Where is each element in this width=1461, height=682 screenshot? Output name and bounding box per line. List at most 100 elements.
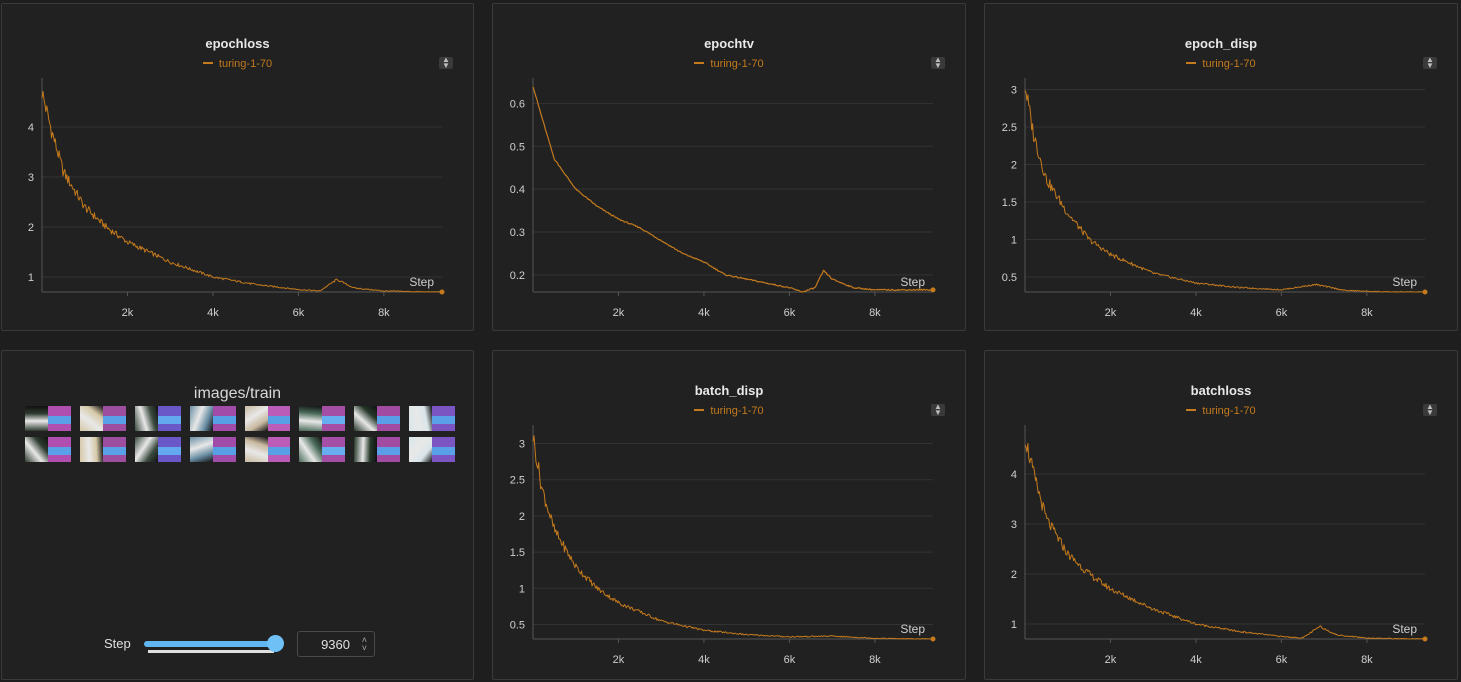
step-slider-track[interactable] [144, 641, 276, 647]
chart-svg: 0.2 0.3 0.4 0.5 0.6 2k 4k 6k 8k Step [510, 78, 936, 319]
x-tick-label: 8k [1361, 654, 1373, 666]
thumbnail-disp-band [377, 416, 401, 424]
legend-label: turing-1-70 [218, 58, 273, 70]
x-axis-label: Step [1392, 622, 1417, 636]
image-thumbnail[interactable] [354, 406, 401, 431]
x-tick-label: 8k [869, 654, 881, 666]
chart-card-epoch-disp[interactable]: epoch_disp turing-1-70 ▲ ▼ 0.5 1 1.5 2 2.5 3 2k… [984, 3, 1458, 331]
sort-toggle-icon[interactable]: ▲ ▼ [1423, 403, 1437, 417]
x-axis-label: Step [900, 275, 925, 289]
thumbnail-rgb-half [299, 437, 323, 462]
x-tick-label: 6k [293, 307, 305, 319]
chart-card-batchloss[interactable]: batchloss turing-1-70 ▲ ▼ 1 2 3 4 2k 4k 6k 8k Ste… [984, 350, 1458, 680]
sort-toggle-icon[interactable]: ▲ ▼ [439, 56, 453, 70]
series-end-point [1422, 636, 1428, 642]
y-tick-label: 2 [28, 222, 34, 234]
step-slider-handle[interactable] [267, 635, 284, 652]
image-thumbnail[interactable] [134, 406, 181, 431]
thumbnail-disp-band [212, 416, 236, 424]
series-end-point [930, 287, 936, 293]
thumbnail-rgb-half [409, 406, 433, 431]
series-line [532, 86, 934, 293]
y-tick-label: 0.5 [1002, 272, 1017, 284]
x-tick-label: 4k [1190, 654, 1202, 666]
image-thumbnail[interactable] [244, 437, 291, 462]
y-tick-label: 2 [1011, 160, 1017, 172]
y-tick-label: 1.5 [510, 547, 525, 559]
legend-label: turing-1-70 [710, 405, 764, 417]
thumbnail-disp-band [212, 447, 236, 455]
thumbnail-rgb-half [354, 437, 378, 462]
thumbnail-rgb-half [79, 437, 103, 462]
image-thumbnail[interactable] [409, 437, 455, 462]
y-tick-label: 0.5 [510, 620, 525, 632]
image-thumbnail[interactable] [409, 406, 455, 431]
chart-card-epochloss[interactable]: epochloss turing-1-70 ▲ ▼ 1 2 3 4 2k 4k 6k 8k Ste… [1, 3, 474, 331]
y-tick-label: 1 [519, 583, 525, 595]
image-thumbnail[interactable] [244, 406, 291, 431]
x-axis-label: Step [409, 275, 434, 289]
thumbnail-disp-band [157, 447, 181, 455]
spinner-icon[interactable]: ˄ ˅ [361, 635, 367, 653]
image-thumbnail[interactable] [79, 406, 126, 431]
thumbnail-disp-band [322, 447, 346, 455]
thumbnail-rgb-half [244, 406, 268, 431]
sort-toggle-icon[interactable]: ▲ ▼ [931, 56, 945, 70]
legend-swatch [1186, 409, 1197, 412]
step-input[interactable]: 9360 ˄ ˅ [297, 631, 375, 657]
y-tick-label: 4 [1011, 469, 1017, 481]
image-thumbnail[interactable] [25, 406, 71, 431]
y-tick-label: 4 [28, 122, 34, 134]
image-thumbnail[interactable] [189, 406, 236, 431]
image-thumbnail[interactable] [25, 437, 71, 462]
y-tick-label: 0.6 [510, 98, 525, 110]
thumbnail-disp-band [157, 416, 181, 424]
x-tick-label: 2k [613, 654, 625, 666]
chart-title: batch_disp [694, 383, 764, 398]
y-tick-label: 1 [1011, 235, 1017, 247]
image-thumbnail[interactable] [299, 437, 346, 462]
thumbnail-rgb-half [409, 437, 433, 462]
y-tick-label: 3 [1011, 85, 1017, 97]
chart-card-batch-disp[interactable]: batch_disp turing-1-70 ▲ ▼ 0.5 1 1.5 2 2.5 3 2k… [492, 350, 966, 680]
image-thumbnail[interactable] [354, 437, 401, 462]
thumbnail-disp-band [48, 416, 71, 424]
x-axis-label: Step [1392, 275, 1417, 289]
thumbnail-rgb-half [134, 406, 158, 431]
step-label: Step [104, 636, 131, 651]
image-row [25, 437, 455, 462]
chart-legend: turing-1-70 [985, 405, 1457, 417]
thumbnail-disp-band [102, 416, 126, 424]
chart-legend: turing-1-70 [985, 58, 1457, 70]
x-tick-label: 8k [378, 307, 390, 319]
legend-label: turing-1-70 [1202, 405, 1256, 417]
image-grid [25, 406, 455, 468]
legend-swatch [1186, 62, 1197, 65]
thumbnail-disp-band [267, 447, 291, 455]
chart-card-epochtv[interactable]: epochtv turing-1-70 ▲ ▼ 0.2 0.3 0.4 0.5 0.6 2k… [492, 3, 966, 331]
chart-legend: turing-1-70 [2, 58, 473, 70]
image-thumbnail[interactable] [189, 437, 236, 462]
x-tick-label: 4k [698, 654, 710, 666]
x-tick-label: 8k [869, 307, 881, 319]
chart-legend: turing-1-70 [493, 58, 965, 70]
image-thumbnail[interactable] [299, 406, 346, 431]
step-value: 9360 [321, 637, 350, 652]
y-tick-label: 3 [28, 172, 34, 184]
thumbnail-rgb-half [25, 437, 48, 462]
thumbnail-rgb-half [79, 406, 103, 431]
series-line [1024, 442, 1426, 640]
series-end-point [930, 636, 936, 642]
image-row [25, 406, 455, 431]
chart-title: batchloss [1190, 383, 1252, 398]
image-thumbnail[interactable] [79, 437, 126, 462]
sort-toggle-icon[interactable]: ▲ ▼ [1423, 56, 1437, 70]
x-tick-label: 6k [1276, 654, 1288, 666]
thumbnail-disp-band [432, 416, 455, 424]
sort-toggle-icon[interactable]: ▲ ▼ [931, 403, 945, 417]
legend-swatch [694, 409, 705, 412]
image-thumbnail[interactable] [134, 437, 181, 462]
x-axis-label: Step [900, 622, 925, 636]
chart-svg: 0.5 1 1.5 2 2.5 3 2k 4k 6k 8k Step [1002, 78, 1428, 319]
x-tick-label: 2k [613, 307, 625, 319]
